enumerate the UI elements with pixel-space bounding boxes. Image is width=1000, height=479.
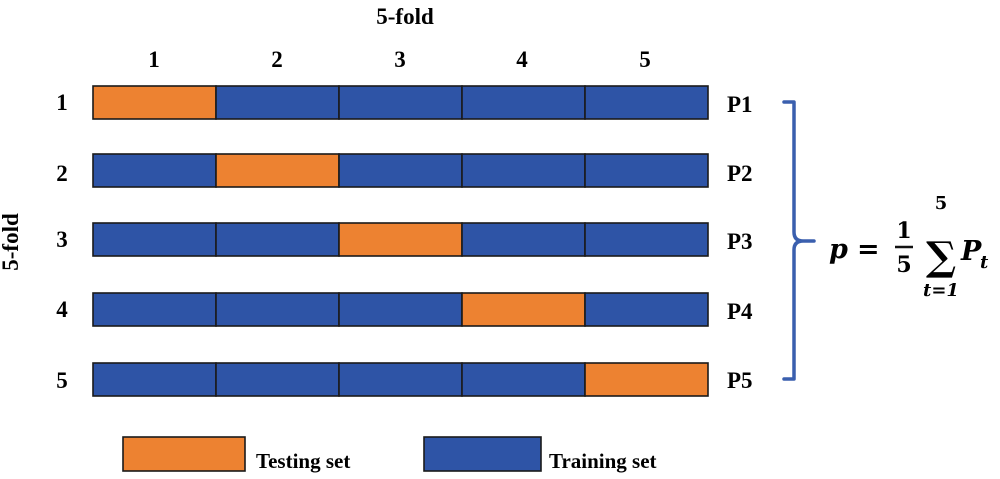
curly-bracket (782, 100, 816, 381)
fold-cell-4-5 (584, 292, 709, 327)
formula-denominator: 5 (896, 252, 911, 278)
fold-cell-4-3 (338, 292, 463, 327)
fold-cell-5-5 (584, 362, 709, 397)
fold-row-2 (92, 153, 709, 188)
legend: Testing set Training set (122, 436, 657, 473)
fold-cell-1-1 (92, 85, 217, 120)
result-label-p5: P5 (727, 368, 753, 393)
result-label-p2: P2 (727, 161, 753, 186)
result-labels: P1 P2 P3 P4 P5 (727, 92, 753, 393)
legend-swatch-testing (122, 436, 246, 472)
column-label-3: 3 (394, 47, 406, 72)
fold-cell-5-3 (338, 362, 463, 397)
fold-cell-2-2 (215, 153, 340, 188)
average-formula: p = 1 5 5 ∑ t=1 P t (829, 193, 989, 301)
row-labels: 1 2 3 4 5 (56, 90, 68, 393)
fold-cell-4-2 (215, 292, 340, 327)
fold-cell-1-2 (215, 85, 340, 120)
row-label-3: 3 (56, 227, 68, 252)
legend-label-training: Training set (549, 449, 657, 473)
sigma-icon: ∑ (926, 233, 956, 280)
formula-equals: = (857, 234, 880, 265)
formula-subscript: t (980, 252, 989, 273)
fold-cell-2-5 (584, 153, 709, 188)
fold-cell-5-1 (92, 362, 217, 397)
fold-cell-3-5 (584, 222, 709, 257)
row-label-5: 5 (56, 368, 68, 393)
column-label-4: 4 (516, 47, 528, 72)
fold-row-5 (92, 362, 709, 397)
formula-sum-lower: t=1 (923, 280, 959, 301)
fold-cell-1-3 (338, 85, 463, 120)
result-label-p3: P3 (727, 229, 753, 254)
fold-cell-2-3 (338, 153, 463, 188)
fold-row-4 (92, 292, 709, 327)
legend-swatch-training (423, 436, 542, 472)
fold-cell-3-2 (215, 222, 340, 257)
row-label-2: 2 (56, 161, 68, 186)
fold-cell-3-1 (92, 222, 217, 257)
fold-row-3 (92, 222, 709, 257)
fold-cell-1-5 (584, 85, 709, 120)
result-label-p4: P4 (727, 299, 753, 324)
fold-grid (92, 85, 709, 397)
top-title: 5-fold (376, 4, 434, 29)
row-label-1: 1 (56, 90, 68, 115)
formula-lhs: p (829, 234, 848, 265)
fold-cell-1-4 (461, 85, 586, 120)
formula-sum-upper: 5 (935, 193, 948, 214)
fold-cell-5-4 (461, 362, 586, 397)
row-label-4: 4 (56, 297, 68, 322)
column-label-5: 5 (639, 47, 651, 72)
column-label-2: 2 (271, 47, 283, 72)
fold-cell-3-4 (461, 222, 586, 257)
result-label-p1: P1 (727, 92, 753, 117)
left-title: 5-fold (0, 213, 23, 271)
fold-cell-3-3 (338, 222, 463, 257)
formula-numerator: 1 (896, 218, 911, 244)
fold-cell-2-4 (461, 153, 586, 188)
fold-cell-2-1 (92, 153, 217, 188)
formula-term: P (960, 236, 982, 267)
fold-cell-4-1 (92, 292, 217, 327)
column-label-1: 1 (148, 47, 160, 72)
fold-row-1 (92, 85, 709, 120)
fold-cell-5-2 (215, 362, 340, 397)
fold-cell-4-4 (461, 292, 586, 327)
legend-label-testing: Testing set (256, 449, 350, 473)
column-labels: 1 2 3 4 5 (148, 47, 651, 72)
